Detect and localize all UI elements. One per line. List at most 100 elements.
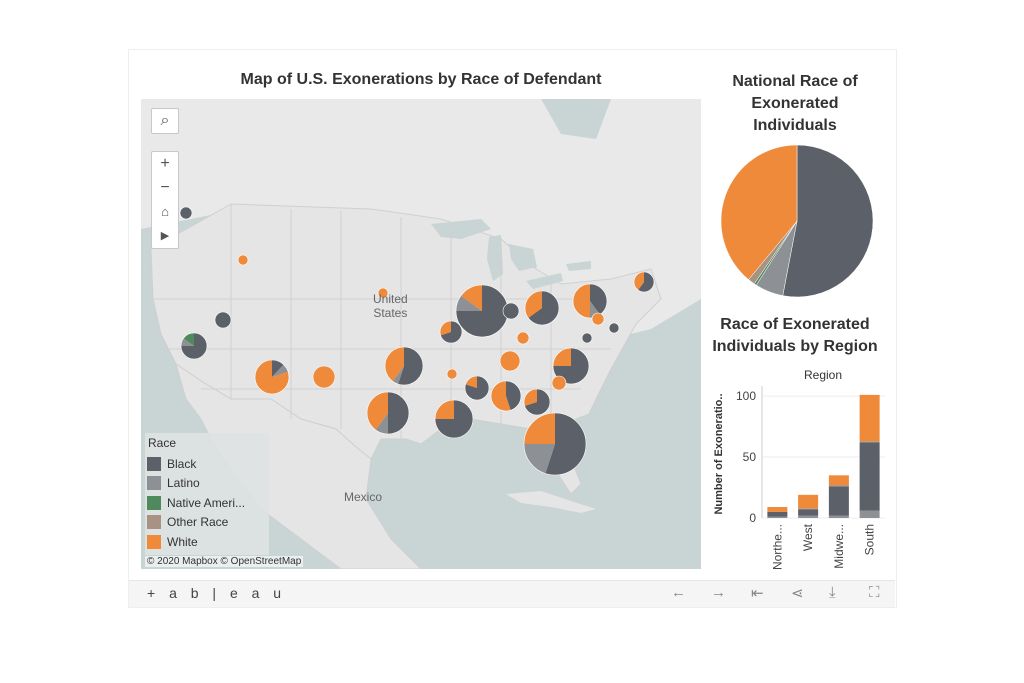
- map-marker-oklahoma[interactable]: [384, 346, 424, 386]
- bar-segment-white[interactable]: [798, 494, 819, 509]
- map-marker-maryland[interactable]: [608, 322, 620, 334]
- marker-outline: [608, 322, 620, 334]
- legend-item-native-american[interactable]: Native Ameri...: [147, 493, 267, 513]
- map-attribution[interactable]: © 2020 Mapbox © OpenStreetMap: [145, 556, 304, 567]
- region-bar-chart[interactable]: Region 0 50 100 Number of Exoneratio.. Northe…: [705, 362, 890, 572]
- map-marker-tennessee[interactable]: [464, 375, 490, 401]
- legend-item-black[interactable]: Black: [147, 454, 267, 474]
- map-marker-new-york[interactable]: [633, 271, 655, 293]
- bar-segment-other-race[interactable]: [828, 485, 849, 487]
- bar-segment-black[interactable]: [859, 442, 880, 511]
- play-icon[interactable]: ▶: [160, 230, 170, 242]
- zoom-in-icon[interactable]: +: [160, 155, 170, 172]
- bar-segment-black[interactable]: [798, 509, 819, 516]
- legend-item-white[interactable]: White: [147, 532, 267, 552]
- map-marker-georgia[interactable]: [551, 375, 567, 391]
- marker-slice: [524, 413, 555, 444]
- bar-segment-other-race[interactable]: [859, 441, 880, 443]
- map-marker-washington[interactable]: [179, 206, 193, 220]
- undo-icon[interactable]: ←: [671, 584, 686, 601]
- map-marker-pennsylvania[interactable]: [591, 312, 605, 326]
- swatch-latino: [147, 476, 161, 491]
- map-marker-arkansas[interactable]: [446, 368, 458, 380]
- mexico-label: Mexico: [344, 490, 383, 504]
- marker-slice: [384, 347, 404, 382]
- marker-outline: [312, 365, 336, 389]
- marker-slice: [272, 360, 284, 377]
- legend-item-other-race[interactable]: Other Race: [147, 513, 267, 533]
- home-icon[interactable]: ⌂: [161, 204, 169, 219]
- download-icon[interactable]: ⤓: [829, 584, 836, 601]
- marker-slice: [435, 400, 454, 419]
- map-marker-kentucky[interactable]: [499, 350, 521, 372]
- marker-slice: [573, 284, 590, 318]
- marker-slice: [524, 389, 537, 407]
- national-pie-chart[interactable]: [719, 143, 875, 299]
- map-marker-missouri[interactable]: [439, 320, 463, 344]
- marker-outline: [237, 254, 249, 266]
- map-marker-idaho[interactable]: [237, 254, 249, 266]
- map-markers[interactable]: [179, 206, 655, 476]
- map-marker-nebraska[interactable]: [377, 287, 389, 299]
- fullscreen-icon[interactable]: ⛶: [869, 584, 880, 601]
- marker-outline: [499, 350, 521, 372]
- exoneration-map[interactable]: ⌕ + − ⌂ ▶ United States Mexico Race Blac…: [141, 99, 701, 569]
- lake-huron: [509, 244, 537, 271]
- search-icon[interactable]: ⌕: [160, 112, 170, 129]
- lake-ontario: [566, 261, 591, 271]
- marker-outline: [633, 271, 655, 293]
- marker-outline: [490, 380, 522, 412]
- map-marker-west-virginia[interactable]: [516, 331, 530, 345]
- map-zoom-controls[interactable]: + − ⌂ ▶: [151, 151, 179, 249]
- bar-segment-black[interactable]: [767, 511, 788, 517]
- map-marker-indiana[interactable]: [502, 302, 520, 320]
- marker-slice: [500, 351, 520, 371]
- bar-segment-white[interactable]: [767, 507, 788, 512]
- bar-segment-latino[interactable]: [828, 515, 849, 518]
- map-marker-mississippi[interactable]: [490, 380, 522, 412]
- map-marker-florida[interactable]: [523, 412, 587, 476]
- marker-slice: [367, 392, 388, 430]
- map-marker-virginia[interactable]: [581, 332, 593, 344]
- bar-segment-latino[interactable]: [767, 516, 788, 518]
- pie-slice-white[interactable]: [720, 144, 798, 280]
- map-marker-new-mexico[interactable]: [312, 365, 336, 389]
- marker-slice: [517, 332, 529, 344]
- map-marker-alabama[interactable]: [523, 388, 551, 416]
- pie-slice-black[interactable]: [782, 144, 874, 298]
- lake-erie: [526, 273, 563, 289]
- map-marker-nevada[interactable]: [214, 311, 232, 329]
- tableau-logo[interactable]: + a b | e a u: [147, 585, 287, 601]
- map-marker-california[interactable]: [180, 332, 208, 360]
- marker-slice: [447, 369, 457, 379]
- bar-segment-latino[interactable]: [859, 510, 880, 518]
- bar-segment-black[interactable]: [828, 486, 849, 516]
- swatch-native-american: [147, 495, 161, 510]
- zoom-out-icon[interactable]: −: [160, 179, 170, 196]
- legend-item-latino[interactable]: Latino: [147, 474, 267, 494]
- map-search-control[interactable]: ⌕: [151, 108, 179, 134]
- region-header: Region: [804, 368, 842, 382]
- marker-outline: [464, 375, 490, 401]
- share-icon[interactable]: ⋖: [791, 585, 804, 602]
- map-marker-texas[interactable]: [366, 391, 410, 435]
- marker-outline: [179, 206, 193, 220]
- map-marker-ohio[interactable]: [572, 283, 608, 319]
- marker-slice: [313, 366, 335, 388]
- map-marker-arizona[interactable]: [254, 359, 290, 395]
- map-marker-illinois[interactable]: [455, 284, 509, 338]
- bar-segment-latino[interactable]: [798, 515, 819, 518]
- revert-icon[interactable]: ⇤: [751, 585, 764, 602]
- bar-segment-white[interactable]: [828, 475, 849, 486]
- bar-segment-white[interactable]: [859, 394, 880, 442]
- legend-label: White: [167, 534, 198, 549]
- marker-slice: [392, 366, 404, 385]
- marker-slice: [375, 413, 388, 434]
- bar-segment-other-race[interactable]: [798, 508, 819, 510]
- redo-icon[interactable]: →: [711, 584, 726, 601]
- map-marker-michigan[interactable]: [524, 290, 560, 326]
- marker-outline: [551, 375, 567, 391]
- map-marker-carolina[interactable]: [552, 347, 590, 385]
- map-marker-louisiana[interactable]: [434, 399, 474, 439]
- marker-slice: [378, 288, 388, 298]
